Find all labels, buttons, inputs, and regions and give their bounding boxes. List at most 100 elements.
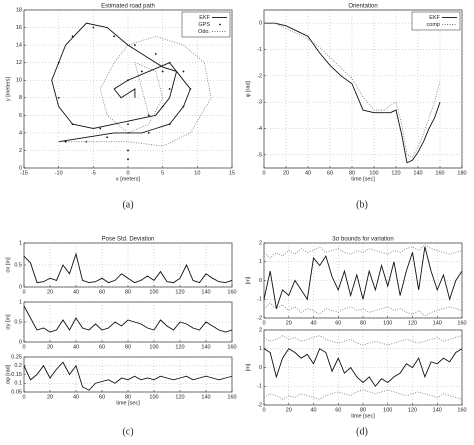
y-tick-label: 2 [19, 148, 22, 154]
y-axis-label: [m] [245, 276, 251, 284]
legend-box [411, 11, 461, 31]
chart-title: Estimated road path [101, 4, 155, 10]
x-axis-label: x [meters] [116, 176, 141, 182]
chart-title: Orientation [348, 4, 377, 10]
legend-box [181, 11, 231, 38]
series-line [263, 335, 463, 346]
y-tick-label: 1 [19, 299, 22, 305]
y-axis-label: y [meters] [5, 76, 11, 101]
gps-point [134, 44, 136, 47]
y-axis-label: σy [m] [5, 314, 11, 330]
legend-label: comp [427, 22, 440, 28]
caption: (d) [356, 426, 368, 437]
gps-point [168, 123, 171, 126]
x-tick-label: 0 [22, 289, 25, 295]
y-tick-label: 0.2 [14, 363, 22, 369]
x-tick-label: 80 [125, 289, 131, 295]
series-line [23, 252, 233, 284]
gps-point [154, 52, 157, 55]
x-tick-label: -10 [55, 170, 63, 176]
x-tick-label: 10 [194, 170, 200, 176]
x-tick-label: 40 [310, 407, 316, 413]
series-line [23, 361, 233, 391]
gps-point [182, 105, 185, 108]
x-tick-label: 40 [73, 394, 79, 400]
chart-title: Pose Std. Deviation [102, 237, 155, 243]
x-tick-label: 80 [360, 320, 366, 326]
x-tick-label: 100 [383, 320, 392, 326]
y-tick-label: 1 [259, 346, 262, 352]
y-axis-label: φ [rad] [245, 80, 251, 97]
x-tick-label: 100 [383, 407, 392, 413]
x-tick-label: -5 [91, 170, 96, 176]
y-tick-label: 16 [16, 25, 22, 31]
x-tick-label: 100 [149, 344, 158, 350]
y-tick-label: 0.5 [14, 262, 22, 268]
x-tick-label: 20 [47, 394, 53, 400]
y-tick-label: 0 [259, 365, 262, 371]
y-tick-label: 14 [16, 43, 22, 49]
y-tick-label: 8 [19, 95, 22, 101]
gps-point [168, 88, 171, 90]
x-tick-label: 140 [433, 407, 442, 413]
y-tick-label: 18 [16, 7, 22, 13]
y-tick-label: 0.05 [11, 389, 22, 395]
x-tick-label: 160 [227, 289, 236, 295]
legend-label: GPS [198, 22, 210, 28]
gps-point [71, 123, 74, 126]
x-tick-label: 20 [283, 170, 289, 176]
x-tick-label: 100 [369, 170, 378, 176]
x-tick-label: 160 [457, 320, 466, 326]
gps-point [189, 88, 192, 90]
x-tick-label: 60 [99, 289, 105, 295]
series-line [23, 305, 233, 333]
x-axis-label: time [sec] [351, 413, 375, 419]
x-tick-label: 120 [175, 289, 184, 295]
y-tick-label: -5 [257, 152, 262, 158]
x-tick-label: 20 [286, 407, 292, 413]
x-tick-label: 60 [99, 394, 105, 400]
y-axis-label: σφ [rad] [5, 364, 11, 384]
chart-title: 3σ bounds for variation [332, 237, 393, 243]
x-tick-label: 140 [433, 320, 442, 326]
x-tick-label: 60 [99, 344, 105, 350]
gps-point [127, 158, 129, 161]
plot-frame [263, 9, 463, 169]
y-tick-label: 10 [16, 78, 22, 84]
gps-point [113, 35, 116, 38]
x-tick-label: 140 [413, 170, 422, 176]
series-line [264, 22, 441, 158]
y-tick-label: 2 [259, 327, 262, 333]
y-tick-label: 2 [259, 240, 262, 246]
y-tick-label: 0.5 [14, 319, 22, 325]
x-tick-label: 140 [201, 289, 210, 295]
series-line [263, 348, 463, 388]
gps-point [57, 96, 60, 99]
y-axis-label: σx [m] [5, 257, 11, 273]
legend-label: Odo. [198, 29, 210, 35]
x-tick-label: 160 [435, 170, 444, 176]
y-tick-label: 4 [19, 130, 22, 136]
y-tick-label: 0 [19, 339, 22, 345]
y-tick-label: -2 [257, 73, 262, 79]
legend-swatch [219, 23, 221, 26]
y-tick-label: 1 [19, 240, 22, 246]
gps-point [147, 131, 150, 134]
x-tick-label: 0 [22, 394, 25, 400]
y-tick-label: -2 [257, 315, 262, 321]
y-tick-label: 0.25 [11, 354, 22, 360]
y-tick-label: 0 [259, 21, 262, 27]
x-tick-label: 60 [335, 320, 341, 326]
caption: (a) [122, 199, 133, 210]
x-tick-label: 40 [310, 320, 316, 326]
x-tick-label: -15 [20, 170, 28, 176]
gps-point [127, 123, 129, 126]
y-tick-label: 0 [259, 278, 262, 284]
y-tick-label: 12 [16, 60, 22, 66]
x-tick-label: 20 [47, 289, 53, 295]
gps-point [92, 26, 95, 29]
y-tick-label: 1 [259, 259, 262, 265]
x-axis-label: time [sec] [351, 176, 375, 182]
x-tick-label: 160 [227, 394, 236, 400]
series-line [264, 22, 441, 164]
